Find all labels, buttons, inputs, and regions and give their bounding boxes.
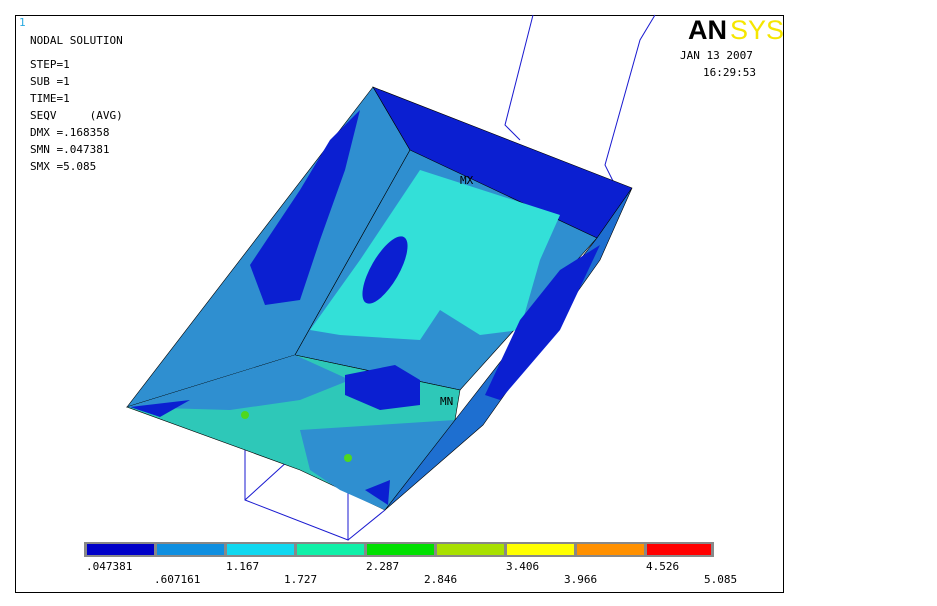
legend-label: 1.167 (226, 560, 259, 573)
legend-label: 2.287 (366, 560, 399, 573)
legend-swatch (647, 544, 711, 555)
viewport-frame (15, 15, 784, 593)
model (126, 86, 633, 511)
info-block: STEP=1 SUB =1 TIME=1 SEQV (AVG) DMX =.168358… (30, 58, 123, 173)
contour (127, 355, 350, 410)
contour (300, 420, 455, 510)
logo-sys: SYS (730, 15, 784, 45)
legend-label: .047381 (86, 560, 132, 573)
legend-swatch (367, 544, 434, 555)
legend-label: 4.526 (646, 560, 679, 573)
legend-swatch (577, 544, 644, 555)
hotspot (241, 411, 249, 419)
wire (504, 14, 534, 141)
plot-title: NODAL SOLUTION (30, 34, 123, 47)
info-line: SUB =1 (30, 75, 70, 88)
info-line: STEP=1 (30, 58, 70, 71)
legend-label: 3.966 (564, 573, 597, 586)
contour (345, 365, 420, 410)
legend-labels: .047381 1.167 2.287 3.406 4.526 .607161 1.727 2… (86, 560, 737, 586)
info-line: SMX =5.085 (30, 160, 96, 173)
wire (347, 509, 386, 541)
legend-label: 5.085 (704, 573, 737, 586)
contour (485, 245, 600, 400)
legend-swatch (87, 544, 154, 555)
date: JAN 13 2007 (680, 49, 753, 62)
legend-bar (87, 544, 711, 555)
legend-swatch (437, 544, 504, 555)
contour (365, 480, 390, 505)
legend-label: 2.846 (424, 573, 457, 586)
contour (250, 110, 360, 305)
hotspot (344, 454, 352, 462)
min-marker: MN (440, 395, 453, 408)
legend-label: 3.406 (506, 560, 539, 573)
legend-label: 1.727 (284, 573, 317, 586)
legend-swatch (507, 544, 574, 555)
wire (604, 14, 656, 186)
right-face (384, 187, 633, 511)
time: 16:29:53 (703, 66, 756, 79)
contour (130, 400, 190, 417)
info-line: SMN =.047381 (30, 143, 109, 156)
info-line: SEQV (AVG) (30, 109, 123, 122)
legend-label: .607161 (154, 573, 200, 586)
info-line: DMX =.168358 (30, 126, 109, 139)
max-marker: MX (460, 174, 474, 187)
legend-swatch (227, 544, 294, 555)
info-line: TIME=1 (30, 92, 70, 105)
contour (362, 236, 408, 304)
legend-swatch (157, 544, 224, 555)
wire (244, 450, 349, 541)
logo-an: AN (688, 15, 727, 45)
window-number: 1 (19, 16, 26, 29)
legend-swatch (297, 544, 364, 555)
